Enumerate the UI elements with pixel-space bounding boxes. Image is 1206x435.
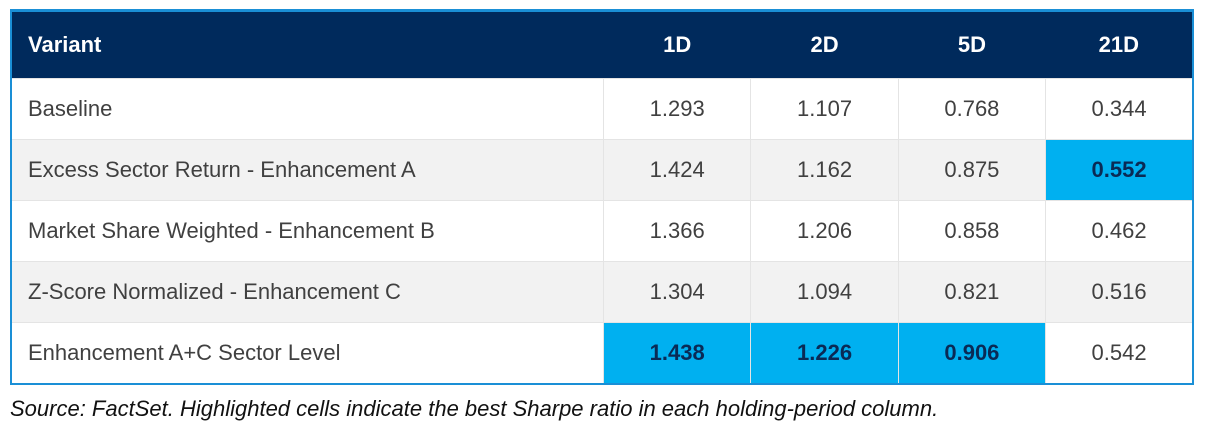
value-5d-best: 0.906: [897, 321, 1046, 383]
table-row: Baseline 1.293 1.107 0.768 0.344: [12, 77, 1192, 139]
value-21d: 0.344: [1045, 77, 1192, 139]
header-21d: 21D: [1098, 31, 1139, 57]
variant-name: Enhancement A+C Sector Level: [12, 321, 604, 383]
value-5d: 0.768: [897, 77, 1046, 139]
value-2d: 1.206: [750, 199, 899, 261]
results-table: Variant 1D 2D 5D 21D Baseline 1.293 1.10…: [12, 12, 1192, 383]
value-2d: 1.094: [750, 260, 899, 322]
value-2d: 1.107: [750, 77, 899, 139]
value-5d: 0.875: [897, 138, 1046, 200]
value-21d: 0.516: [1045, 260, 1192, 322]
variant-name: Baseline: [12, 77, 604, 139]
table-header-row: Variant 1D 2D 5D 21D: [12, 12, 1192, 78]
header-5d: 5D: [957, 31, 986, 57]
variant-name: Z-Score Normalized - Enhancement C: [12, 260, 604, 322]
sharpe-ratio-table: Variant 1D 2D 5D 21D Baseline 1.293 1.10…: [10, 9, 1194, 385]
value-1d: 1.293: [602, 77, 751, 139]
value-2d: 1.162: [750, 138, 899, 200]
variant-name: Excess Sector Return - Enhancement A: [12, 138, 604, 200]
table-row: Market Share Weighted - Enhancement B 1.…: [12, 199, 1192, 261]
table-row: Enhancement A+C Sector Level 1.438 1.226…: [12, 321, 1192, 383]
value-21d: 0.462: [1045, 199, 1192, 261]
table-row: Z-Score Normalized - Enhancement C 1.304…: [12, 260, 1192, 322]
value-1d-best: 1.438: [602, 321, 751, 383]
value-21d: 0.542: [1045, 321, 1192, 383]
value-5d: 0.821: [897, 260, 1046, 322]
value-1d: 1.366: [602, 199, 751, 261]
source-footnote: Source: FactSet. Highlighted cells indic…: [10, 396, 939, 421]
header-1d: 1D: [663, 31, 692, 57]
variant-name: Market Share Weighted - Enhancement B: [12, 199, 604, 261]
table-row: Excess Sector Return - Enhancement A 1.4…: [12, 138, 1192, 200]
value-2d-best: 1.226: [750, 321, 899, 383]
header-2d: 2D: [810, 31, 839, 57]
value-21d-best: 0.552: [1045, 138, 1192, 200]
value-1d: 1.424: [602, 138, 751, 200]
header-variant: Variant: [28, 31, 102, 57]
value-5d: 0.858: [897, 199, 1046, 261]
value-1d: 1.304: [602, 260, 751, 322]
